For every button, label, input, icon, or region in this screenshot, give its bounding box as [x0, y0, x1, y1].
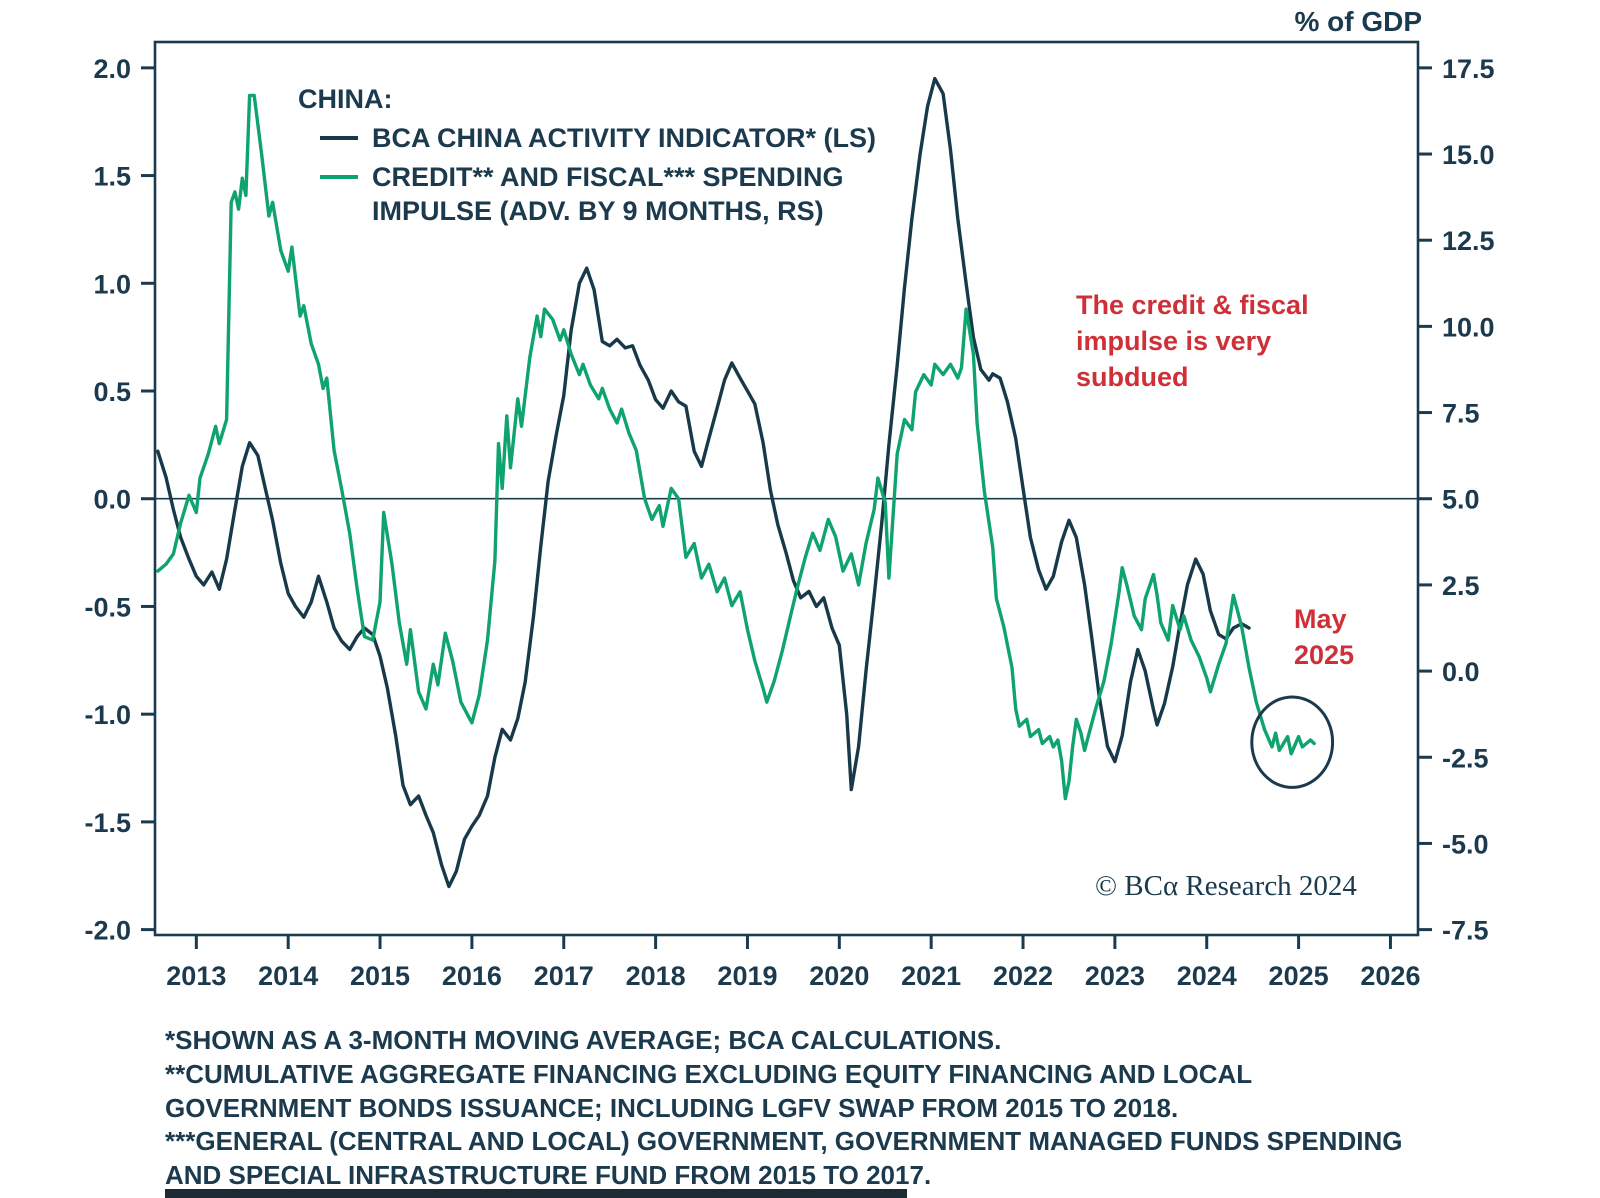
x-axis-year-label: 2026	[1360, 961, 1420, 991]
x-axis-year-label: 2025	[1269, 961, 1329, 991]
annotation-subdued-text: The credit & fiscal impulse is very subd…	[1076, 290, 1309, 392]
x-axis-year-label: 2018	[626, 961, 686, 991]
copyright-text: © BCα Research 2024	[1095, 870, 1357, 902]
left-axis-tick-label: 1.5	[93, 162, 131, 192]
right-axis-tick-label: 10.0	[1442, 312, 1495, 342]
annotation-may-2025-text: May 2025	[1294, 604, 1355, 670]
x-axis-year-label: 2019	[717, 961, 777, 991]
x-axis-year-label: 2017	[534, 961, 594, 991]
right-axis-tick-label: 5.0	[1442, 485, 1480, 515]
right-axis-tick-label: 12.5	[1442, 226, 1495, 256]
left-axis-tick-label: 2.0	[93, 54, 131, 84]
right-axis-tick-label: 2.5	[1442, 571, 1480, 601]
right-axis-tick-label: -5.0	[1442, 829, 1489, 859]
legend-entry-impulse: CREDIT** AND FISCAL*** SPENDING IMPULSE …	[298, 160, 912, 229]
impulse-series-line	[156, 93, 1316, 801]
highlight-circle	[1250, 695, 1335, 789]
legend-label-impulse: CREDIT** AND FISCAL*** SPENDING IMPULSE …	[372, 161, 844, 227]
right-axis-tick-label: -7.5	[1442, 916, 1489, 946]
footnote-2: **CUMULATIVE AGGREGATE FINANCING EXCLUDI…	[165, 1058, 1252, 1123]
legend-label-activity: BCA CHINA ACTIVITY INDICATOR* (LS)	[372, 123, 876, 153]
left-axis-tick-label: 0.0	[93, 485, 131, 515]
left-axis-tick-label: -1.5	[84, 808, 131, 838]
right-axis-tick-label: 15.0	[1442, 140, 1495, 170]
footnote-3: ***GENERAL (CENTRAL AND LOCAL) GOVERNMEN…	[165, 1126, 1403, 1191]
x-axis-year-label: 2015	[350, 961, 410, 991]
cutoff-text-strip	[165, 1189, 907, 1198]
legend-title: CHINA:	[298, 84, 393, 114]
chart-canvas: 2.0 1.5 1.0 0.5 0.0 -0.5 -1.0 -1.5 -2.0 17.5 15.0 1…	[84, 40, 1495, 991]
footnote-1: *SHOWN AS A 3-MONTH MOVING AVERAGE; BCA …	[165, 1025, 1002, 1055]
right-axis-tick-label: 17.5	[1442, 54, 1495, 84]
right-axis-unit-label: % of GDP	[1294, 6, 1422, 37]
legend-swatch-activity-line	[320, 136, 358, 140]
legend-swatch-impulse-line	[320, 174, 358, 179]
activity-series-line	[156, 76, 1251, 889]
left-axis-tick-label: 0.5	[93, 377, 131, 407]
right-axis-tick-label: 7.5	[1442, 399, 1480, 429]
plot-frame	[153, 40, 1420, 937]
x-axis-year-label: 2022	[993, 961, 1053, 991]
left-axis-tick-label: 1.0	[93, 269, 131, 299]
left-axis-tick-label: -1.0	[84, 700, 131, 730]
x-axis-year-label: 2021	[901, 961, 961, 991]
x-axis-year-label: 2014	[258, 961, 318, 991]
legend: CHINA: BCA CHINA ACTIVITY INDICATOR* (LS…	[298, 84, 912, 229]
x-axis-year-label: 2013	[166, 961, 226, 991]
footnotes: *SHOWN AS A 3-MONTH MOVING AVERAGE; BCA …	[165, 1024, 1435, 1193]
right-axis-tick-label: -2.5	[1442, 743, 1489, 773]
x-axis-year-label: 2016	[442, 961, 502, 991]
left-axis-tick-label: -2.0	[84, 916, 131, 946]
x-axis-year-label: 2023	[1085, 961, 1145, 991]
x-axis-year-label: 2024	[1177, 961, 1237, 991]
right-axis-tick-label: 0.0	[1442, 657, 1480, 687]
left-axis-tick-label: -0.5	[84, 592, 131, 622]
x-axis-year-label: 2020	[809, 961, 869, 991]
legend-entry-activity: BCA CHINA ACTIVITY INDICATOR* (LS)	[298, 121, 912, 156]
